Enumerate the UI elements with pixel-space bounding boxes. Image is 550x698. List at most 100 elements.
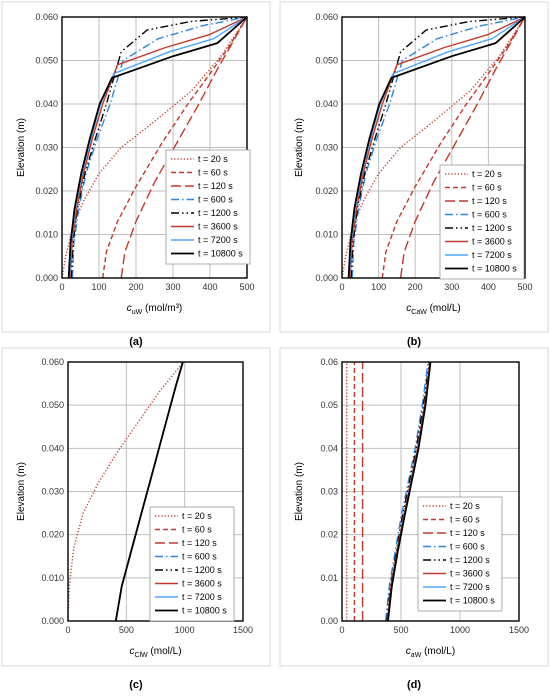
legend-label: t = 600 s (450, 542, 485, 552)
x-tick-label: 200 (408, 282, 423, 292)
x-tick-label: 1500 (509, 625, 529, 635)
legend-label: t = 120 s (182, 538, 217, 548)
x-axis-label-main: c (406, 303, 411, 314)
y-tick-label: 0.050 (41, 400, 64, 410)
x-axis-label: cuW (mol/m³) (127, 303, 183, 316)
series-line (349, 16, 526, 279)
legend-label: t = 10800 s (198, 249, 243, 259)
caption-c: (c) (129, 679, 143, 691)
y-axis-label: Elevation (m) (16, 462, 27, 521)
plot-frame (61, 16, 248, 279)
x-axis-label-main: c (129, 646, 134, 657)
series-line (67, 361, 185, 622)
caption-b: (b) (407, 336, 421, 348)
series-line (61, 16, 248, 279)
y-tick-label: 0.040 (41, 443, 64, 453)
x-tick-label: 300 (444, 282, 459, 292)
x-axis-label-subscript: uW (132, 309, 143, 316)
y-tick-label: 0.05 (320, 400, 338, 410)
x-axis-label: cClW (mol/L) (129, 646, 181, 659)
y-tick-label: 0.030 (41, 487, 64, 497)
caption-d: (d) (407, 679, 421, 691)
legend-box (417, 496, 503, 612)
y-tick-label: 0.000 (35, 273, 58, 283)
x-tick-label: 1000 (450, 625, 470, 635)
panel-d-frame (279, 347, 549, 667)
y-tick-label: 0.010 (315, 230, 338, 240)
legend-label: t = 60 s (450, 515, 480, 525)
x-axis-label-main: c (406, 646, 411, 657)
legend-label: t = 10800 s (450, 596, 495, 606)
y-tick-label: 0.03 (320, 487, 338, 497)
chart-panel-a: 0 100 200 300 400 500 0.000 0.010 0.020 0.030 0.04… (16, 12, 255, 316)
series-line (71, 16, 248, 279)
x-axis-label: cCaW (mol/L) (406, 303, 460, 316)
x-axis-label-main: c (127, 303, 132, 314)
y-tick-label: 0.000 (41, 616, 64, 626)
y-tick-label: 0.060 (35, 12, 58, 22)
x-tick-label: 500 (239, 282, 254, 292)
legend-box (165, 149, 251, 265)
legend-label: t = 20 s (450, 501, 480, 511)
x-tick-label: 0 (339, 625, 344, 635)
x-tick-label: 1000 (175, 625, 195, 635)
series-line (114, 361, 184, 622)
x-axis-label-unit: (mol/m³) (142, 303, 182, 314)
x-tick-label: 300 (165, 282, 180, 292)
legend-box (439, 164, 525, 280)
y-tick-label: 0.020 (315, 186, 338, 196)
x-axis-label: caW (mol/L) (406, 646, 455, 659)
legend-label: t = 7200 s (198, 235, 238, 245)
legend-label: t = 3600 s (198, 222, 238, 232)
panel-a-frame (1, 1, 271, 333)
y-tick-label: 0.04 (320, 443, 338, 453)
x-tick-label: 200 (128, 282, 143, 292)
y-tick-label: 0.010 (35, 230, 58, 240)
x-tick-label: 0 (65, 625, 70, 635)
x-tick-label: 100 (371, 282, 386, 292)
series-line (69, 16, 248, 279)
legend-label: t = 7200 s (182, 592, 222, 602)
legend-label: t = 3600 s (450, 569, 490, 579)
legend-label: t = 20 s (472, 169, 502, 179)
x-axis-label-subscript: ClW (134, 652, 148, 659)
x-tick-label: 500 (393, 625, 408, 635)
series-line (120, 16, 248, 279)
y-tick-label: 0.01 (320, 573, 338, 583)
legend-box (149, 506, 235, 622)
y-tick-label: 0.050 (315, 56, 338, 66)
x-axis-label-subscript: aW (411, 652, 422, 659)
legend-label: t = 60 s (182, 525, 212, 535)
legend-label: t = 7200 s (450, 582, 490, 592)
series-line (351, 16, 526, 279)
legend-label: t = 10800 s (182, 606, 227, 616)
legend-label: t = 1200 s (450, 555, 490, 565)
series-line (70, 16, 248, 279)
x-tick-label: 500 (517, 282, 532, 292)
series-line (341, 16, 526, 279)
legend-label: t = 7200 s (472, 250, 512, 260)
legend-label: t = 20 s (198, 154, 228, 164)
series-line (67, 16, 248, 279)
x-tick-label: 500 (119, 625, 134, 635)
legend-label: t = 600 s (472, 210, 507, 220)
chart-panel-b: 0 100 200 300 400 500 0.000 0.010 0.020 0.030 0.04… (294, 12, 533, 316)
plot-frame (341, 16, 526, 279)
x-tick-label: 400 (202, 282, 217, 292)
legend-label: t = 120 s (450, 528, 485, 538)
x-axis-label-unit: (mol/L) (421, 646, 455, 657)
legend-label: t = 120 s (472, 196, 507, 206)
legend-label: t = 60 s (472, 183, 502, 193)
y-axis-label: Elevation (m) (16, 118, 27, 177)
legend-label: t = 600 s (198, 195, 233, 205)
series-line (381, 16, 526, 279)
y-tick-label: 0.010 (41, 573, 64, 583)
y-tick-label: 0.06 (320, 357, 338, 367)
y-tick-label: 0.060 (41, 357, 64, 367)
y-tick-label: 0.040 (35, 99, 58, 109)
y-axis-label: Elevation (m) (294, 118, 305, 177)
x-tick-label: 0 (59, 282, 64, 292)
panel-c-frame (1, 347, 271, 667)
plot-frame (341, 361, 520, 622)
